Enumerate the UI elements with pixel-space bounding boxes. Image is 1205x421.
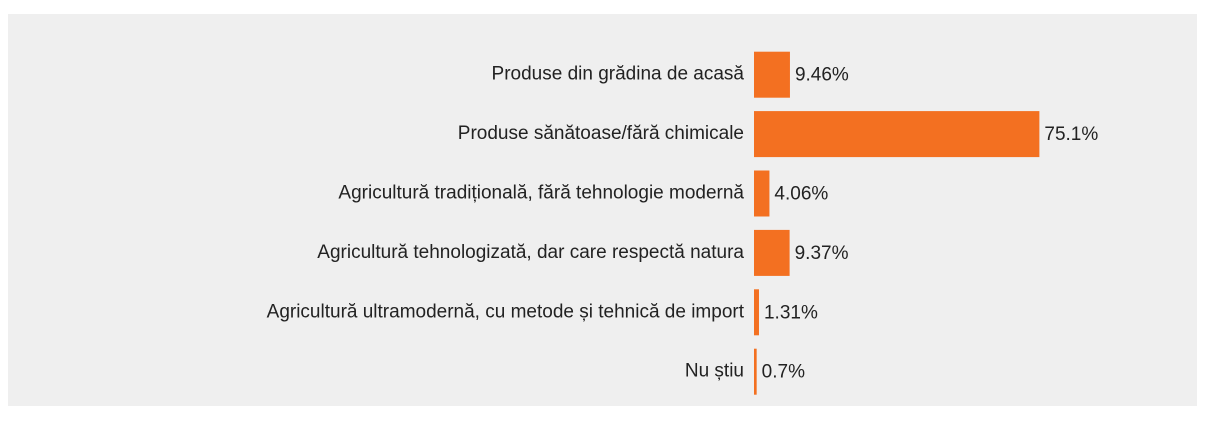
bar (754, 348, 757, 395)
category-label: Produse din grădina de acasă (492, 64, 745, 85)
value-label: 75.1% (1044, 124, 1098, 145)
category-label: Nu știu (685, 361, 744, 382)
category-label: Agricultură tehnologizată, dar care resp… (317, 242, 744, 263)
bar (754, 111, 1040, 158)
chart-background (8, 14, 1197, 406)
category-label: Produse sănătoase/fără chimicale (458, 123, 744, 144)
value-label: 4.06% (774, 184, 828, 205)
value-label: 9.37% (795, 243, 849, 264)
category-label: Agricultură tradițională, fără tehnologi… (338, 183, 744, 204)
bar (754, 289, 759, 336)
value-label: 1.31% (764, 302, 818, 323)
bar (754, 229, 790, 276)
bar (754, 170, 770, 217)
bar (754, 51, 790, 98)
value-label: 0.7% (762, 362, 805, 383)
value-label: 9.46% (795, 65, 849, 86)
category-label: Agricultură ultramodernă, cu metode și t… (267, 301, 745, 322)
